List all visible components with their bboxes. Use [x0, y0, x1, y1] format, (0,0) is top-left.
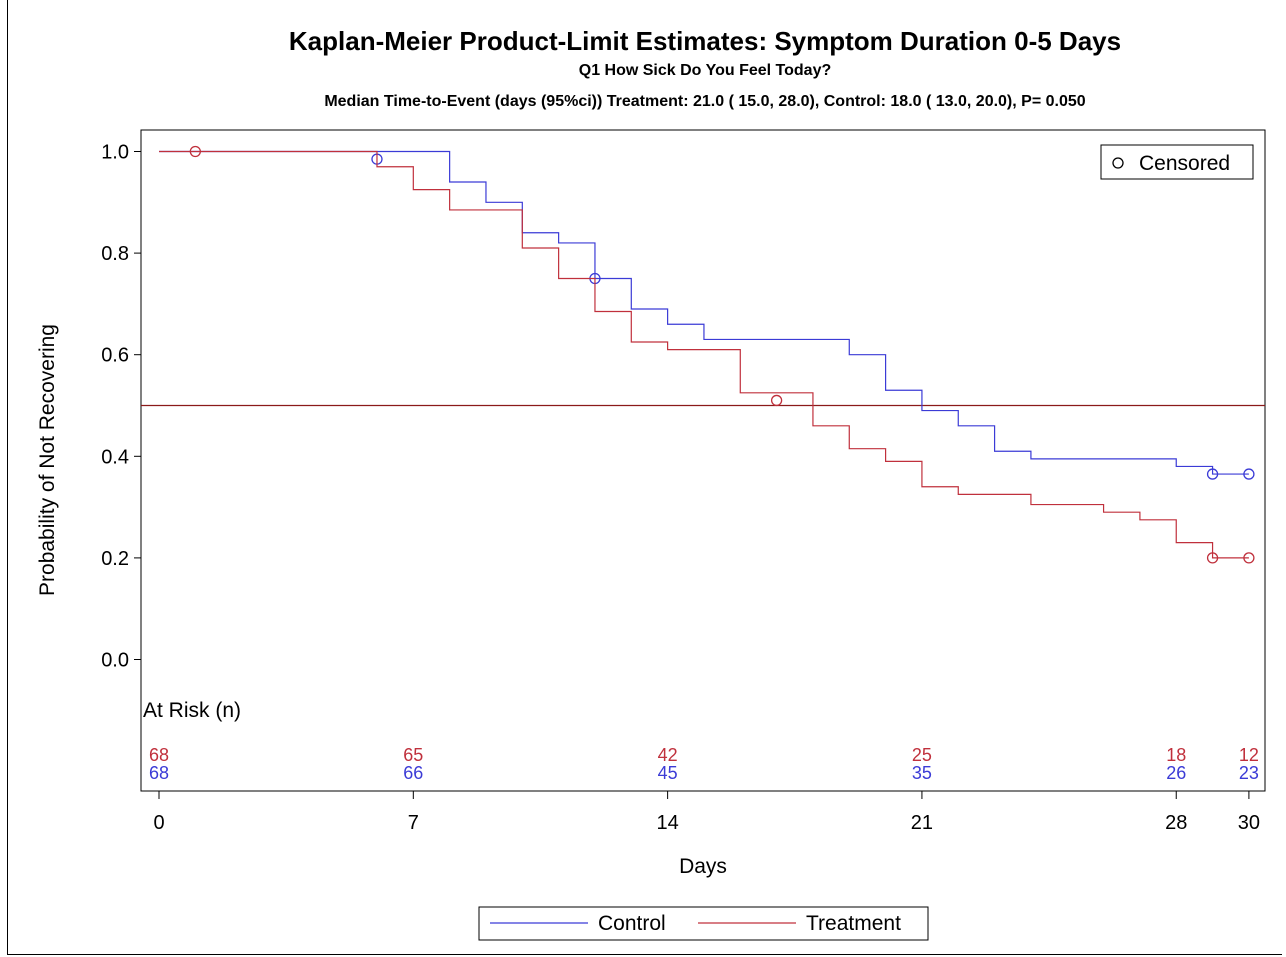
x-tick-label: 14: [656, 812, 678, 834]
at-risk-treatment-count: 12: [1239, 745, 1259, 765]
at-risk-treatment-count: 25: [912, 745, 932, 765]
at-risk-control-count: 66: [403, 763, 423, 783]
censored-marker-treatment: [1243, 552, 1255, 564]
y-tick-label: 0.4: [101, 446, 129, 468]
chart-frame: [7, 0, 1282, 955]
censored-marker-treatment: [189, 145, 201, 158]
censored-marker-treatment: [770, 394, 783, 407]
at-risk-label: At Risk (n): [143, 699, 241, 722]
at-risk-treatment-count: 68: [149, 745, 169, 765]
censored-legend-label: Censored: [1139, 152, 1230, 175]
x-tick-label: 28: [1165, 812, 1187, 834]
y-tick-label: 0.8: [101, 243, 129, 265]
x-tick-label: 30: [1238, 812, 1260, 834]
censored-marker-treatment: [1206, 552, 1219, 564]
at-risk-treatment-count: 18: [1166, 745, 1186, 765]
at-risk-control-count: 68: [149, 763, 169, 783]
legend-label-treatment: Treatment: [806, 912, 901, 935]
plot-area: [140, 129, 1266, 792]
chart-title: Kaplan-Meier Product-Limit Estimates: Sy…: [288, 26, 1122, 56]
x-tick-label: 21: [911, 812, 933, 834]
y-tick-label: 0.6: [101, 345, 129, 367]
x-tick-label: 7: [408, 812, 419, 834]
censored-marker-control: [1243, 468, 1255, 480]
chart-median-summary: Median Time-to-Event (days (95%ci)) Trea…: [324, 93, 1086, 110]
x-axis-label: Days: [679, 855, 727, 878]
y-tick-label: 0.0: [101, 650, 129, 672]
y-axis-label: Probability of Not Recovering: [36, 324, 59, 596]
at-risk-treatment-count: 42: [658, 745, 678, 765]
at-risk-control-count: 45: [658, 763, 678, 783]
km-curve-treatment: [159, 150, 1249, 559]
at-risk-treatment-count: 65: [403, 745, 423, 765]
legend-label-control: Control: [598, 912, 666, 935]
at-risk-control-count: 26: [1166, 763, 1186, 783]
censored-legend-icon: [1112, 157, 1124, 169]
chart-subtitle: Q1 How Sick Do You Feel Today?: [578, 62, 832, 79]
at-risk-control-count: 35: [912, 763, 932, 783]
censored-marker-control: [1206, 468, 1219, 480]
km-curve-control: [159, 150, 1249, 475]
censored-legend-box: [1100, 144, 1254, 180]
y-tick-label: 0.2: [101, 548, 129, 570]
x-tick-label: 0: [153, 812, 164, 834]
at-risk-control-count: 23: [1239, 763, 1259, 783]
y-tick-label: 1.0: [101, 142, 129, 164]
